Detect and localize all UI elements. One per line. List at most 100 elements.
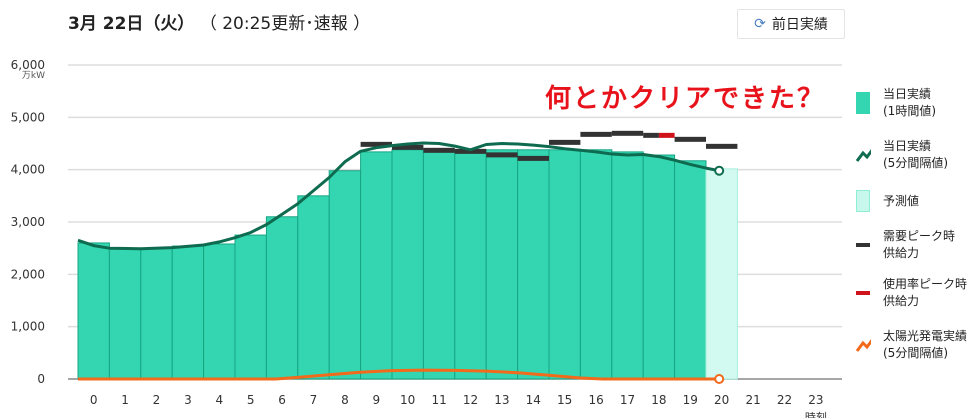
peak-supply-mark bbox=[549, 139, 581, 145]
forecast-bar bbox=[705, 168, 738, 380]
actual-bar bbox=[360, 151, 393, 380]
demand-line bbox=[77, 141, 720, 251]
x-tick-label: 13 bbox=[494, 393, 509, 407]
actual-bar bbox=[642, 154, 676, 380]
y-tick-label: 1,000 bbox=[11, 320, 45, 334]
y-tick-label: 5,000 bbox=[11, 110, 45, 124]
x-tick-label: 12 bbox=[463, 393, 478, 407]
actual-bar bbox=[422, 149, 456, 380]
x-tick-label: 9 bbox=[372, 393, 380, 407]
legend-sublabel: 供給力 bbox=[883, 294, 920, 308]
x-tick-label: 21 bbox=[745, 393, 760, 407]
x-tick-label: 8 bbox=[341, 393, 349, 407]
peak-supply-mark bbox=[643, 132, 659, 138]
usage-peak-supply-mark bbox=[658, 132, 675, 138]
peak-supply-mark bbox=[360, 141, 392, 147]
legend-item[interactable]: 需要ピーク時 供給力 bbox=[855, 228, 955, 262]
legend-item[interactable]: 太陽光発電実績 (5分間隔値) bbox=[855, 328, 967, 362]
x-tick-label: 7 bbox=[310, 393, 318, 407]
x-tick-label: 17 bbox=[620, 393, 635, 407]
update-time: （ 20:25更新･速報 ） bbox=[199, 14, 371, 34]
actual-bar bbox=[297, 195, 330, 380]
y-tick-label: 0 bbox=[37, 372, 45, 386]
legend-item[interactable]: 使用率ピーク時 供給力 bbox=[855, 276, 967, 310]
chart-title: 3月 22日（火） （ 20:25更新･速報 ） bbox=[68, 9, 370, 34]
legend-swatch-icon bbox=[855, 190, 871, 212]
legend-item[interactable]: 当日実績 (5分間隔値) bbox=[855, 138, 948, 172]
x-tick-label: 23 bbox=[808, 393, 823, 407]
x-tick-label: 15 bbox=[557, 393, 572, 407]
actual-bar bbox=[171, 245, 205, 380]
solar-line bbox=[78, 368, 720, 381]
previous-day-label: 前日実績 bbox=[771, 17, 828, 33]
y-tick-label: 4,000 bbox=[11, 163, 45, 177]
x-axis-label: 時刻 bbox=[805, 410, 827, 418]
actual-bar bbox=[140, 247, 173, 380]
x-tick-label: 19 bbox=[683, 393, 698, 407]
legend-item[interactable]: 当日実績 (1時間値) bbox=[855, 86, 936, 120]
peak-supply-mark bbox=[392, 144, 424, 150]
x-tick-label: 1 bbox=[121, 393, 129, 407]
x-tick-label: 11 bbox=[431, 393, 446, 407]
actual-bar bbox=[234, 234, 267, 380]
actual-bar bbox=[454, 149, 487, 380]
peak-supply-mark bbox=[517, 155, 549, 161]
actual-bar bbox=[108, 247, 142, 380]
peak-supply-mark bbox=[454, 148, 487, 154]
legend-swatch-icon bbox=[855, 337, 871, 353]
actual-bar bbox=[77, 242, 110, 380]
x-tick-label: 3 bbox=[184, 393, 192, 407]
x-tick-label: 22 bbox=[777, 393, 792, 407]
legend-label: 当日実績 bbox=[883, 139, 932, 153]
y-axis-unit: 万kW bbox=[22, 71, 45, 81]
peak-supply-mark bbox=[486, 152, 518, 158]
actual-bar bbox=[203, 243, 236, 380]
legend-swatch-icon bbox=[855, 291, 871, 295]
actual-bar bbox=[265, 216, 299, 380]
x-tick-label: 14 bbox=[526, 393, 541, 407]
legend-label: 太陽光発電実績 bbox=[883, 329, 968, 343]
legend-swatch-icon bbox=[855, 243, 871, 247]
legend-item[interactable]: 予測値 bbox=[855, 190, 919, 212]
x-tick-label: 10 bbox=[400, 393, 415, 407]
x-tick-label: 20 bbox=[714, 393, 729, 407]
previous-day-button[interactable]: ⟳ 前日実績 bbox=[737, 9, 845, 39]
legend-sublabel: (5分間隔値) bbox=[883, 156, 948, 170]
x-tick-label: 6 bbox=[278, 393, 286, 407]
x-tick-label: 18 bbox=[651, 393, 666, 407]
peak-supply-mark bbox=[706, 143, 738, 149]
peak-supply-mark bbox=[611, 130, 644, 136]
actual-bar bbox=[611, 151, 644, 380]
x-tick-label: 16 bbox=[588, 393, 603, 407]
actual-bar bbox=[579, 149, 613, 380]
x-tick-label: 0 bbox=[90, 393, 98, 407]
demand-latest-point bbox=[714, 165, 725, 176]
legend-label: 需要ピーク時 bbox=[883, 229, 956, 243]
actual-bar bbox=[548, 149, 581, 380]
actual-bar bbox=[391, 149, 424, 380]
x-tick-label: 5 bbox=[247, 393, 255, 407]
legend-label: 使用率ピーク時 bbox=[883, 277, 968, 291]
legend-sublabel: (5分間隔値) bbox=[883, 346, 948, 360]
peak-supply-mark bbox=[580, 131, 612, 137]
y-tick-label: 3,000 bbox=[11, 215, 45, 229]
legend-swatch-icon bbox=[855, 92, 871, 114]
legend-label: 当日実績 bbox=[883, 87, 932, 101]
actual-bar bbox=[674, 160, 707, 380]
legend-label: 予測値 bbox=[883, 193, 920, 208]
legend-sublabel: 供給力 bbox=[883, 246, 920, 260]
legend-swatch-icon bbox=[855, 147, 871, 163]
y-tick-label: 6,000 bbox=[11, 58, 45, 72]
peak-supply-mark bbox=[423, 147, 455, 153]
legend-sublabel: (1時間値) bbox=[883, 104, 936, 118]
actual-bar bbox=[485, 149, 519, 380]
x-tick-label: 4 bbox=[215, 393, 223, 407]
actual-bar bbox=[328, 170, 362, 380]
x-tick-label: 2 bbox=[153, 393, 161, 407]
y-tick-label: 2,000 bbox=[11, 267, 45, 281]
date-label: 3月 22日（火） bbox=[68, 14, 195, 34]
annotation-comment: 何とかクリアできた？ bbox=[545, 84, 826, 114]
solar-latest-point bbox=[714, 374, 725, 384]
actual-bar bbox=[517, 149, 550, 380]
